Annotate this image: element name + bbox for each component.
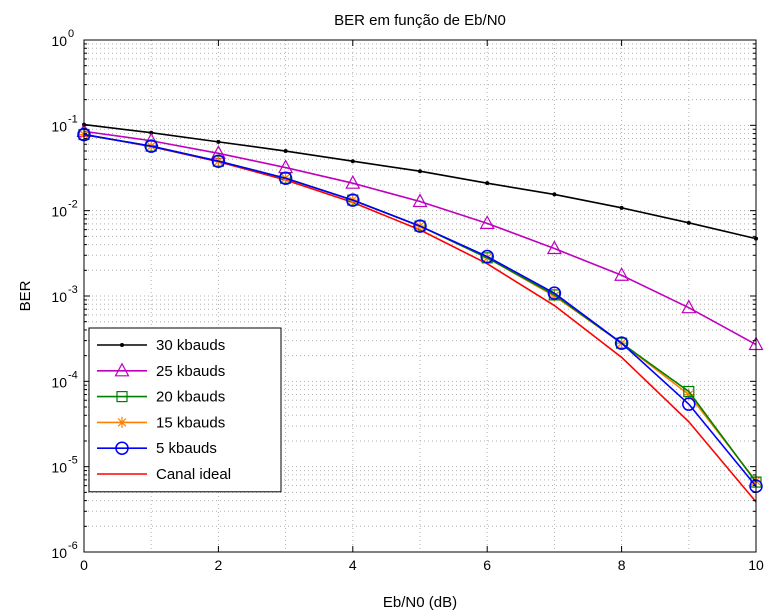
legend: 30 kbauds 25 kbauds 20 kbauds 15 kbauds 5 kb… — [88, 327, 282, 493]
y-tick-label: 10 — [51, 118, 67, 134]
data-point-marker — [216, 139, 221, 144]
data-point-marker — [211, 154, 226, 168]
y-tick-exponent: -1 — [68, 113, 78, 125]
data-point-marker — [614, 267, 630, 281]
data-point-marker — [280, 172, 292, 184]
data-point-marker — [116, 391, 128, 403]
y-tick-exponent: -5 — [68, 455, 78, 467]
data-point-marker — [552, 192, 557, 197]
legend-entry: 15 kbauds — [97, 414, 225, 431]
data-point-marker — [418, 169, 422, 174]
data-point-marker — [681, 299, 697, 314]
data-point-marker — [345, 174, 361, 189]
data-point-marker — [683, 385, 695, 398]
data-point-marker — [683, 389, 695, 401]
y-tick-label: 10 — [51, 460, 67, 476]
y-axis-title: BER — [17, 280, 34, 311]
data-point-marker — [615, 337, 628, 349]
legend-box — [88, 327, 282, 493]
legend-label: 20 kbauds — [156, 389, 225, 406]
y-tick-exponent: -3 — [68, 284, 78, 296]
legend-entry: 5 kbauds — [97, 440, 217, 457]
legend-label: 25 kbauds — [156, 363, 225, 380]
legend-label: 15 kbauds — [156, 414, 225, 431]
data-point-marker — [145, 140, 157, 152]
y-tick-label: 10 — [51, 289, 67, 305]
grid — [84, 40, 756, 552]
y-tick-label: 10 — [51, 545, 67, 561]
legend-label: 5 kbauds — [156, 440, 217, 457]
data-point-marker — [548, 290, 560, 302]
x-tick-label: 8 — [618, 557, 626, 573]
x-tick-label: 6 — [483, 557, 491, 573]
data-point-marker — [116, 416, 128, 428]
legend-entry: 25 kbauds — [97, 362, 225, 380]
legend-entry: 30 kbauds — [97, 337, 225, 354]
data-point-marker — [682, 397, 696, 411]
series-line — [83, 130, 757, 346]
x-tick-label: 0 — [80, 557, 88, 573]
data-point-marker — [412, 193, 428, 208]
data-point-marker — [485, 181, 490, 186]
data-point-marker — [619, 205, 624, 210]
data-point-marker — [278, 171, 293, 185]
x-tick-label: 2 — [215, 557, 223, 573]
chart-title: BER em função de Eb/N0 — [334, 12, 506, 29]
y-tick-label: 10 — [51, 204, 67, 220]
x-tick-label: 10 — [748, 557, 764, 573]
data-point-marker — [212, 155, 224, 167]
data-point-marker — [120, 343, 124, 347]
y-tick-exponent: -6 — [68, 540, 78, 552]
data-point-marker — [480, 249, 494, 264]
data-point-marker — [479, 215, 495, 229]
series-layer — [76, 122, 764, 503]
legend-entry: Canal ideal — [97, 466, 231, 483]
series-line — [83, 133, 757, 487]
y-tick-label: 10 — [51, 33, 67, 49]
legend-label: Canal ideal — [156, 466, 231, 483]
data-point-marker — [346, 193, 360, 207]
data-point-marker — [414, 220, 426, 232]
data-point-marker — [546, 240, 562, 255]
data-point-marker — [614, 336, 629, 350]
data-point-marker — [686, 220, 691, 225]
y-tick-label: 10 — [51, 374, 67, 390]
data-point-marker — [144, 139, 158, 153]
data-point-marker — [283, 149, 288, 154]
y-tick-exponent: 0 — [68, 28, 74, 40]
data-point-marker — [347, 194, 359, 206]
y-tick-exponent: -4 — [68, 369, 78, 381]
y-tick-exponent: -2 — [68, 199, 78, 211]
legend-label: 30 kbauds — [156, 337, 225, 354]
data-point-marker — [547, 286, 562, 300]
data-point-marker — [350, 159, 355, 164]
data-point-marker — [115, 441, 129, 455]
legend-entry: 20 kbauds — [97, 389, 225, 406]
x-axis-title: Eb/N0 (dB) — [383, 594, 457, 611]
data-point-marker — [114, 362, 130, 377]
x-tick-label: 4 — [349, 557, 357, 573]
data-point-marker — [413, 219, 427, 233]
